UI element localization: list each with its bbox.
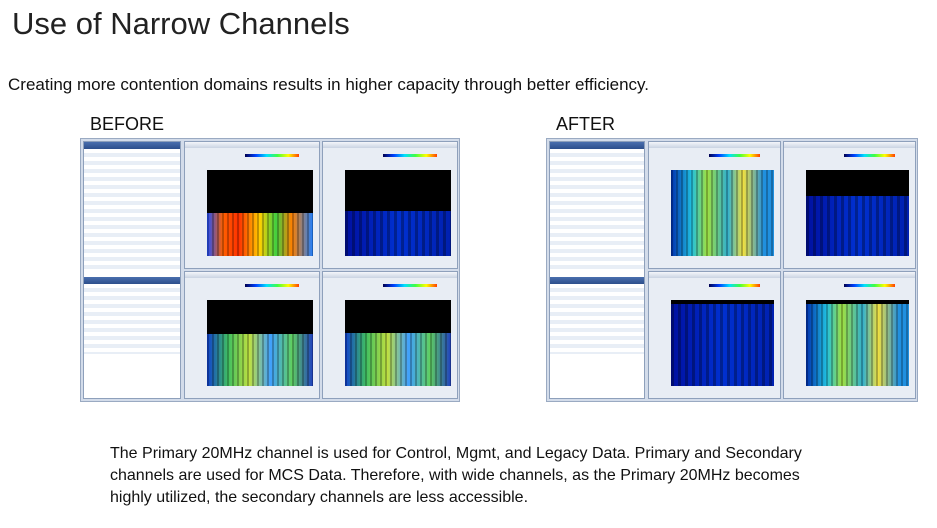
spectrogram-panel <box>184 271 320 399</box>
heatmap <box>345 332 451 386</box>
heatmap <box>207 213 313 256</box>
body-line: channels are used for MCS Data. Therefor… <box>110 467 800 484</box>
heatmap <box>345 211 451 256</box>
color-legend <box>709 284 760 287</box>
color-legend <box>709 154 760 157</box>
panel-header <box>784 142 915 148</box>
pane-header <box>84 142 180 149</box>
heatmap <box>671 304 774 386</box>
color-legend <box>383 154 437 157</box>
spectrogram-panel <box>783 271 916 399</box>
color-legend <box>245 284 299 287</box>
spectrogram <box>671 300 774 386</box>
pane-header <box>84 277 180 284</box>
panel-header <box>185 272 319 278</box>
spectrogram-panel <box>648 271 781 399</box>
spectrogram <box>345 170 451 256</box>
panel-header <box>323 272 457 278</box>
color-legend <box>383 284 437 287</box>
screenshot <box>80 138 460 402</box>
panel-header <box>649 142 780 148</box>
panel-header <box>185 142 319 148</box>
panel-header <box>784 272 915 278</box>
panel-header <box>649 272 780 278</box>
slide-subtitle: Creating more contention domains results… <box>8 75 649 94</box>
pane-header <box>550 277 644 284</box>
device-list <box>84 284 180 354</box>
body-text: The Primary 20MHz channel is used for Co… <box>110 443 802 509</box>
heatmap <box>806 304 909 386</box>
spectrogram <box>806 300 909 386</box>
color-legend <box>844 154 895 157</box>
spectrogram-panel <box>184 141 320 269</box>
spectrogram <box>207 300 313 386</box>
spectrogram <box>806 170 909 256</box>
spectrogram <box>345 300 451 386</box>
panel-header <box>323 142 457 148</box>
summary-pane <box>83 141 181 399</box>
color-legend <box>844 284 895 287</box>
color-legend <box>245 154 299 157</box>
spectrogram <box>207 170 313 256</box>
body-line: highly utilized, the secondary channels … <box>110 489 529 506</box>
device-list <box>550 284 644 354</box>
before-label: BEFORE <box>90 114 165 134</box>
spectrogram-panel <box>648 141 781 269</box>
heatmap <box>671 170 774 256</box>
slide-title: Use of Narrow Channels <box>12 6 350 41</box>
spectrogram-panel <box>322 141 458 269</box>
channel-list <box>550 149 644 269</box>
spectrogram-panel <box>783 141 916 269</box>
summary-pane <box>549 141 645 399</box>
pane-header <box>550 142 644 149</box>
body-line: The Primary 20MHz channel is used for Co… <box>110 445 802 462</box>
heatmap <box>207 334 313 386</box>
after-label: AFTER <box>556 114 616 134</box>
heatmap <box>806 195 909 256</box>
screenshot <box>546 138 918 402</box>
spectrogram-panel <box>322 271 458 399</box>
spectrogram <box>671 170 774 256</box>
channel-list <box>84 149 180 269</box>
